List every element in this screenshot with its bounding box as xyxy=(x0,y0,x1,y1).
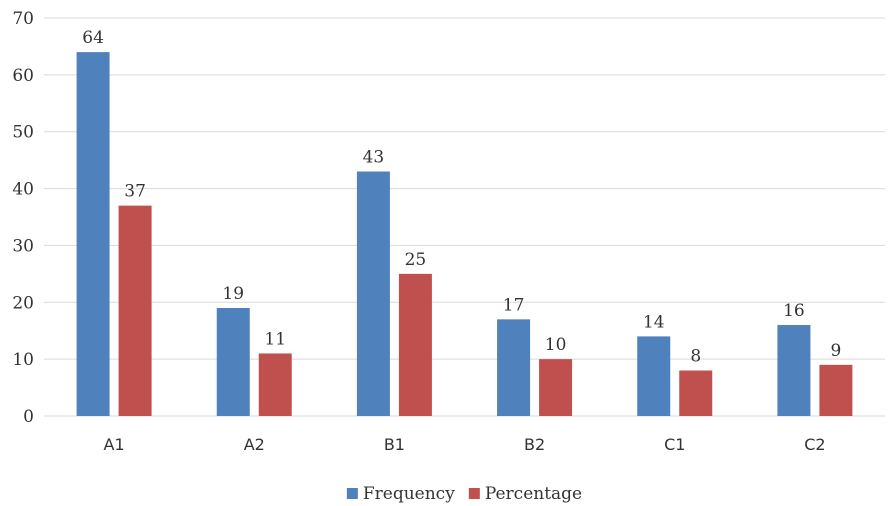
data-label: 9 xyxy=(831,341,842,361)
y-axis-ticks: 0 10 20 30 40 50 60 70 xyxy=(12,9,34,427)
bar-frequency-a2 xyxy=(216,307,250,416)
y-tick-label: 0 xyxy=(23,407,34,427)
data-label: 10 xyxy=(545,335,567,355)
x-tick-label: A1 xyxy=(104,435,125,454)
x-tick-label: C2 xyxy=(804,435,825,454)
x-tick-label: C1 xyxy=(664,435,685,454)
data-label: 25 xyxy=(405,250,427,270)
bar-frequency-a1 xyxy=(76,52,110,416)
legend-label-percentage: Percentage xyxy=(485,484,582,504)
data-label: 19 xyxy=(222,284,244,304)
bar-frequency-b2 xyxy=(497,319,531,416)
data-label: 43 xyxy=(363,148,385,168)
data-label: 37 xyxy=(124,182,146,202)
legend: Frequency Percentage xyxy=(346,484,582,504)
data-label: 8 xyxy=(690,347,701,367)
x-tick-label: B2 xyxy=(524,435,545,454)
y-tick-label: 10 xyxy=(12,350,34,370)
bar-percentage-b2 xyxy=(539,359,573,416)
bar-percentage-b1 xyxy=(398,273,432,416)
bar-percentage-a1 xyxy=(118,205,152,416)
data-labels: 64 37 19 11 43 25 17 10 14 8 16 9 xyxy=(82,28,841,366)
bar-frequency-b1 xyxy=(356,171,390,416)
y-tick-label: 70 xyxy=(12,9,34,29)
x-tick-label: A2 xyxy=(244,435,265,454)
y-tick-label: 50 xyxy=(12,123,34,143)
gridlines xyxy=(44,17,885,417)
x-axis-ticks: A1 A2 B1 B2 C1 C2 xyxy=(104,435,826,454)
data-label: 64 xyxy=(82,28,104,48)
y-tick-label: 20 xyxy=(12,293,34,313)
bars xyxy=(76,52,853,416)
legend-swatch-percentage xyxy=(468,488,480,499)
data-label: 14 xyxy=(643,312,665,332)
y-tick-label: 30 xyxy=(12,236,34,256)
bar-frequency-c2 xyxy=(777,325,811,416)
data-label: 17 xyxy=(503,295,525,315)
data-label: 16 xyxy=(783,301,805,321)
bar-percentage-c2 xyxy=(819,364,853,416)
legend-swatch-frequency xyxy=(346,488,358,499)
x-tick-label: B1 xyxy=(384,435,405,454)
y-tick-label: 60 xyxy=(12,66,34,86)
bar-frequency-c1 xyxy=(637,336,671,416)
data-label: 11 xyxy=(264,329,286,349)
legend-label-frequency: Frequency xyxy=(363,484,455,504)
y-tick-label: 40 xyxy=(12,180,34,200)
bar-percentage-a2 xyxy=(258,353,292,416)
bar-percentage-c1 xyxy=(679,370,713,416)
